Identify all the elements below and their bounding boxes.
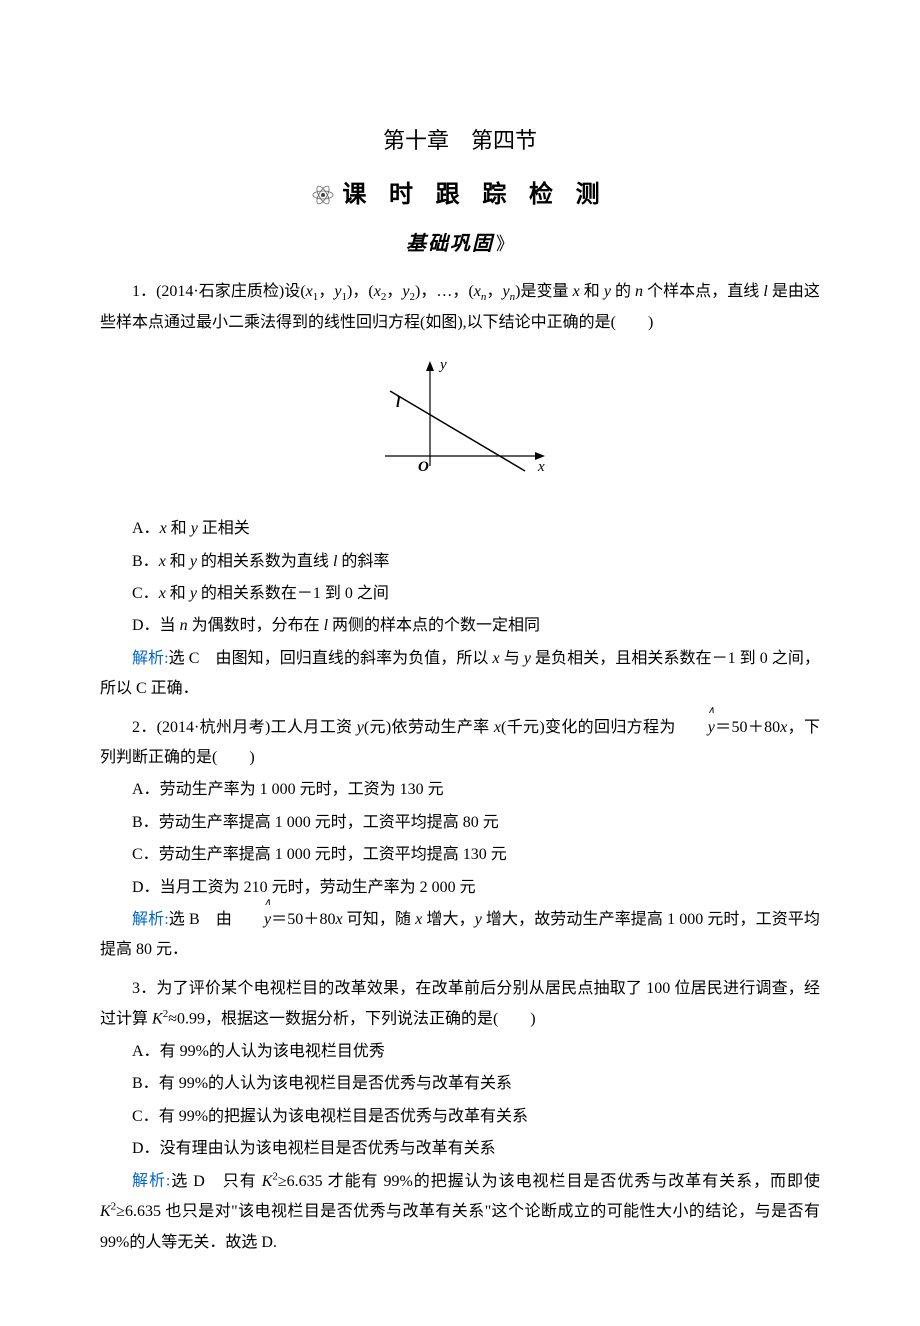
q1-figure: y x O l (100, 351, 820, 502)
atom-icon (312, 184, 334, 206)
q2-option-a: A．A．劳动生产率为 1 000 元时，工资为 130 元劳动生产率为 1 00… (100, 775, 820, 805)
q1-option-a: A．x 和 y 正相关 (100, 514, 820, 544)
q3-answer: 解析:选 D 只有 K2≥6.635 才能有 99%的把握认为该电视栏目是否优秀… (100, 1166, 820, 1258)
sub-heading-text: 基础巩固 (406, 233, 494, 255)
q1-answer: 解析:选 C 由图知，回归直线的斜率为负值，所以 x 与 y 是负相关，且相关系… (100, 644, 820, 705)
question-3: 3．为了评价某个电视栏目的改革效果，在改革前后分别从居民点抽取了 100 位居民… (100, 974, 820, 1259)
question-2: 2．(2014·杭州月考)工人月工资 y(元)依劳动生产率 x(千元)变化的回归… (100, 713, 820, 966)
q2-stem: 2．(2014·杭州月考)工人月工资 y(元)依劳动生产率 x(千元)变化的回归… (100, 713, 820, 774)
question-1: 1．(2014·石家庄质检)设(x1，y1)，(x2，y2)，…，(xn，yn)… (100, 277, 820, 704)
origin-label: O (418, 459, 429, 475)
q2-answer: 解析:选 B 由y＝50＋80x 可知，随 x 增大，y 增大，故劳动生产率提高… (100, 905, 820, 966)
section-heading: 课 时 跟 踪 检 测 (100, 172, 820, 218)
sub-heading-arrow: 》 (496, 234, 514, 254)
sub-heading: 基础巩固》 (100, 225, 820, 263)
q3-option-a: A．有 99%的人认为该电视栏目优秀 (100, 1037, 820, 1067)
q3-option-d: D．没有理由认为该电视栏目是否优秀与改革有关系 (100, 1134, 820, 1164)
q1-stem: 1．(2014·石家庄质检)设(x1，y1)，(x2，y2)，…，(xn，yn)… (100, 277, 820, 338)
q2-option-d: D．当月工资为 210 元时，劳动生产率为 2 000 元 (100, 873, 820, 903)
q1-option-c: C．x 和 y 的相关系数在－1 到 0 之间 (100, 579, 820, 609)
chapter-title: 第十章 第四节 (100, 120, 820, 162)
q3-stem: 3．为了评价某个电视栏目的改革效果，在改革前后分别从居民点抽取了 100 位居民… (100, 974, 820, 1035)
section-title: 课 时 跟 踪 检 测 (342, 172, 607, 218)
q1-option-b: B．x 和 y 的相关系数为直线 l 的斜率 (100, 547, 820, 577)
q2-option-c: C．劳动生产率提高 1 000 元时，工资平均提高 130 元 (100, 840, 820, 870)
q3-option-c: C．有 99%的把握认为该电视栏目是否优秀与改革有关系 (100, 1102, 820, 1132)
x-axis-label: x (537, 459, 545, 475)
q1-option-d: D．当 n 为偶数时，分布在 l 两侧的样本点的个数一定相同 (100, 611, 820, 641)
y-axis-label: y (438, 357, 447, 373)
q3-option-b: B．有 99%的人认为该电视栏目是否优秀与改革有关系 (100, 1069, 820, 1099)
q2-option-b: B．劳动生产率提高 1 000 元时，工资平均提高 80 元 (100, 808, 820, 838)
